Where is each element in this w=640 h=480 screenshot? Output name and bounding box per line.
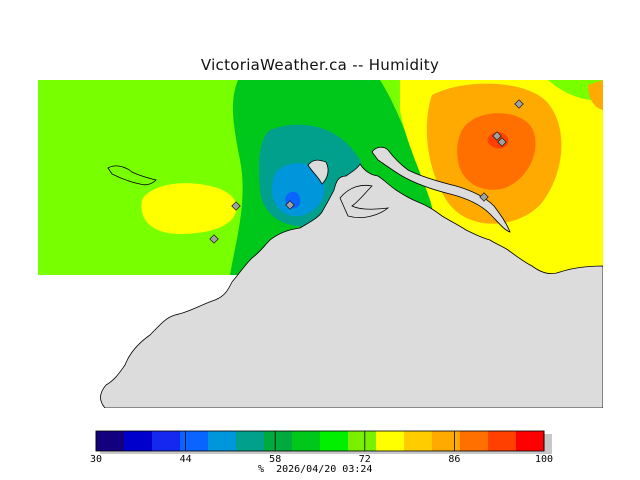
legend-tick-label: 86 (448, 454, 460, 465)
legend-swatch (152, 431, 181, 451)
legend-tick-label: 58 (269, 454, 281, 465)
legend-tick-label: 30 (90, 454, 102, 465)
legend-tick-label: 44 (180, 454, 192, 465)
station-marker (231, 201, 241, 211)
legend-swatch (516, 431, 545, 451)
legend-swatch (180, 431, 209, 451)
station-marker (492, 131, 502, 141)
land-mass (100, 163, 603, 408)
station-marker (479, 192, 489, 202)
legend-unit: % (258, 464, 265, 475)
coastline-island (107, 165, 157, 186)
legend-ticks: 30 44 58 72 86 100 (90, 431, 553, 465)
legend-swatch (348, 431, 377, 451)
legend-tick-label: 72 (359, 454, 371, 465)
legend-swatch (488, 431, 517, 451)
coastline-inlet (339, 184, 390, 218)
humidity-contour-darkorange (457, 113, 536, 190)
legend-swatch (404, 431, 433, 451)
legend-timestamp: 2026/04/20 03:24 (276, 464, 373, 475)
legend-swatch (236, 431, 265, 451)
legend-swatch (376, 431, 405, 451)
legend-swatch (264, 431, 293, 451)
map-field (38, 80, 603, 408)
station-marker (285, 200, 295, 210)
station-marker (209, 234, 219, 244)
legend-swatch (460, 431, 489, 451)
humidity-contour-orange-strip (588, 80, 603, 110)
station-marker (497, 137, 507, 147)
legend-swatch (124, 431, 153, 451)
legend-swatch (432, 431, 461, 451)
coastline-strait (371, 146, 511, 233)
legend-swatch (292, 431, 321, 451)
legend-swatch (320, 431, 349, 451)
legend-caption: % 2026/04/20 03:24 (258, 464, 372, 475)
legend-swatches (95, 430, 545, 452)
coastline-peninsula (307, 159, 329, 185)
humidity-contour-cyan (272, 163, 325, 217)
humidity-contour-yellow-west (141, 183, 237, 234)
legend-tick-label: 100 (535, 454, 553, 465)
legend-swatch (208, 431, 237, 451)
legend-swatch (96, 431, 125, 451)
map-title: VictoriaWeather.ca -- Humidity (200, 56, 440, 74)
station-marker (514, 99, 524, 109)
